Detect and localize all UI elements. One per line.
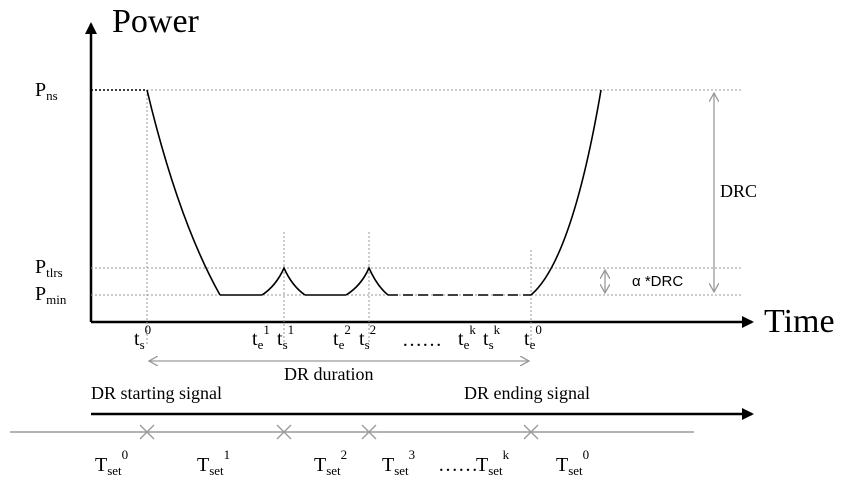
dr-starting-signal-label: DR starting signal — [91, 383, 222, 403]
svg-text:Pmin: Pmin — [35, 283, 67, 307]
pns-label: Pns — [35, 79, 58, 103]
x-marker-te0 — [523, 424, 539, 440]
power-curve-peak-1 — [261, 266, 306, 296]
tset-label-2: Tset2 — [314, 447, 347, 478]
drc-label: DRC — [720, 181, 757, 201]
x-marker-ts0 — [139, 424, 155, 440]
pmin-label: Pmin — [35, 283, 67, 307]
dr-duration-label: DR duration — [284, 364, 374, 384]
tek-label: tek — [458, 322, 476, 352]
x-marker-ts2 — [361, 424, 377, 440]
ptlrs-label: Ptlrs — [35, 256, 63, 280]
ts2-label: ts2 — [359, 322, 376, 352]
time-ellipsis: …… — [402, 329, 442, 351]
x-marker-ts1 — [276, 424, 292, 440]
y-axis-title: Power — [112, 3, 200, 40]
te2-label: te2 — [333, 322, 351, 352]
tset-label-3: Tset3 — [382, 447, 415, 478]
ts0-label: ts0 — [134, 322, 151, 352]
power-curve-decline — [146, 89, 221, 296]
alpha-drc-label: α *DRC — [632, 273, 683, 290]
tset-label-k: Tsetk — [476, 447, 510, 478]
svg-text:Ptlrs: Ptlrs — [35, 256, 63, 280]
te0-label: te0 — [524, 322, 542, 352]
tset-label-0-end: Tset0 — [556, 447, 589, 478]
te1-label: te1 — [252, 322, 270, 352]
ts1-label: ts1 — [277, 322, 294, 352]
dr-ending-signal-label: DR ending signal — [464, 383, 590, 403]
power-curve-recovery — [530, 89, 602, 296]
tset-label-0: Tset0 — [95, 447, 128, 478]
tset-ellipsis: …… — [438, 454, 478, 476]
x-axis-title: Time — [764, 303, 835, 340]
tsk-label: tsk — [483, 322, 501, 352]
svg-text:Pns: Pns — [35, 79, 58, 103]
tset-label-1: Tset1 — [197, 447, 230, 478]
power-curve-peak-2 — [345, 266, 389, 296]
